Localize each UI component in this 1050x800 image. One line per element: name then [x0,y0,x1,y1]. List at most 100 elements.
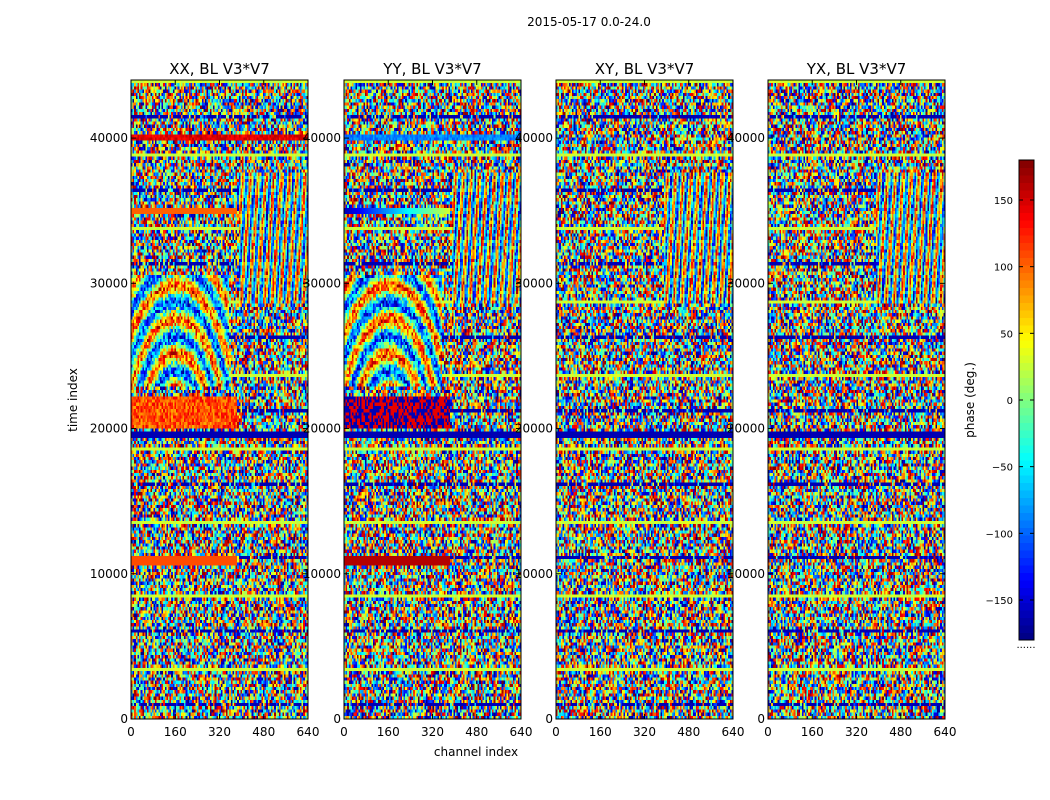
colorbar-segment [1019,415,1034,423]
colorbar-segment [1019,482,1034,491]
colorbar-segment [1019,400,1034,408]
colorbar-segment [1019,527,1034,536]
colorbar-segment [1019,325,1034,333]
colorbar: −150 −100 −50 0 50 100 150 [986,159,1035,641]
colorbar-segment [1019,302,1034,311]
colorbar-segment [1019,182,1034,191]
panel-xy: XY, BL V3*V7 0 160 320 480 640 0 10000 20000 3000… [515,60,745,739]
colorbar-segment [1019,617,1034,626]
x-tick-label: 160 [801,725,824,739]
y-tick-label: 20000 [727,422,765,436]
x-tick-label: 640 [297,725,320,739]
colorbar-segment [1019,557,1034,566]
figure-suptitle: 2015-05-17 0.0-24.0 [527,15,651,29]
colorbar-segment [1019,595,1034,603]
panel-yy: YY, BL V3*V7 0 160 320 480 640 0 10000 20000 3000… [303,60,533,739]
colorbar-segment [1019,505,1034,513]
colorbar-segment [1019,340,1034,348]
x-tick-label: 320 [208,725,231,739]
y-tick-label: 0 [333,712,341,726]
colorbar-segment [1019,467,1034,476]
colorbar-segment [1019,332,1034,341]
colorbar-segment [1019,160,1034,168]
colorbar-segment [1019,422,1034,431]
colorbar-segment [1019,347,1034,356]
y-tick-label: 20000 [515,422,553,436]
y-tick-label: 20000 [90,422,128,436]
y-tick-label: 30000 [515,276,553,290]
y-tick-label: 0 [757,712,765,726]
y-tick-label: 40000 [727,131,765,145]
x-tick-label: 320 [633,725,656,739]
colorbar-segment [1019,212,1034,221]
colorbar-segment [1019,460,1034,468]
colorbar-segment [1019,242,1034,251]
colorbar-segment [1019,287,1034,296]
colorbar-segment [1019,235,1034,243]
x-axis-label: channel index [434,745,518,759]
colorbar-segment [1019,355,1034,363]
colorbar-segment [1019,227,1034,236]
panel-yx: YX, BL V3*V7 0 160 320 480 640 0 10000 20000 3000… [727,60,957,739]
colorbar-segment [1019,377,1034,386]
colorbar-segment [1019,310,1034,318]
y-tick-label: 30000 [90,276,128,290]
colorbar-segment [1019,430,1034,438]
y-axis-label: time index [66,368,80,432]
x-tick-label: 160 [589,725,612,739]
colorbar-tick-label: 50 [1000,329,1013,340]
colorbar-segment [1019,407,1034,416]
x-tick-label: 320 [845,725,868,739]
panel-xx: XX, BL V3*V7 0 160 320 480 640 0 10000 20000 3000… [90,60,320,739]
colorbar-segment [1019,580,1034,588]
colorbar-segment [1019,205,1034,213]
x-tick-label: 0 [340,725,348,739]
x-tick-label: 640 [510,725,533,739]
colorbar-segment [1019,167,1034,176]
colorbar-segment [1019,602,1034,611]
y-tick-label: 30000 [727,276,765,290]
y-tick-label: 10000 [727,567,765,581]
colorbar-segment [1019,175,1034,183]
colorbar-tick-label: −150 [986,596,1013,607]
colorbar-tick-label: 100 [994,263,1013,274]
heatmap-xy [556,80,733,719]
colorbar-segment [1019,550,1034,558]
x-tick-label: 480 [465,725,488,739]
colorbar-segment [1019,452,1034,461]
y-tick-label: 10000 [515,567,553,581]
colorbar-segment [1019,542,1034,551]
panel-group: XX, BL V3*V7 0 160 320 480 640 0 10000 20000 3000… [90,60,957,739]
panel-title-yy: YY, BL V3*V7 [382,60,481,78]
heatmap-xx [131,80,308,719]
x-tick-label: 640 [722,725,745,739]
y-tick-label: 40000 [303,131,341,145]
colorbar-segment [1019,535,1034,543]
colorbar-segment [1019,295,1034,303]
colorbar-segment [1019,272,1034,281]
colorbar-segment [1019,520,1034,528]
colorbar-segment [1019,512,1034,521]
colorbar-segment [1019,632,1034,641]
colorbar-tick-label: −100 [986,529,1013,540]
x-tick-label: 480 [252,725,275,739]
colorbar-tick-label: −50 [992,463,1013,474]
colorbar-segment [1019,497,1034,506]
colorbar-segment [1019,625,1034,633]
panel-title-yx: YX, BL V3*V7 [806,60,907,78]
x-tick-label: 160 [377,725,400,739]
y-tick-label: 40000 [515,131,553,145]
colorbar-segment [1019,197,1034,206]
colorbar-segment [1019,362,1034,371]
y-tick-label: 30000 [303,276,341,290]
x-tick-label: 480 [677,725,700,739]
x-tick-label: 320 [421,725,444,739]
colorbar-segment [1019,250,1034,258]
colorbar-segment [1019,265,1034,273]
colorbar-tick-label: 0 [1007,396,1013,407]
x-tick-label: 0 [552,725,560,739]
x-tick-label: 480 [889,725,912,739]
colorbar-segment [1019,490,1034,498]
colorbar-segment [1019,572,1034,581]
